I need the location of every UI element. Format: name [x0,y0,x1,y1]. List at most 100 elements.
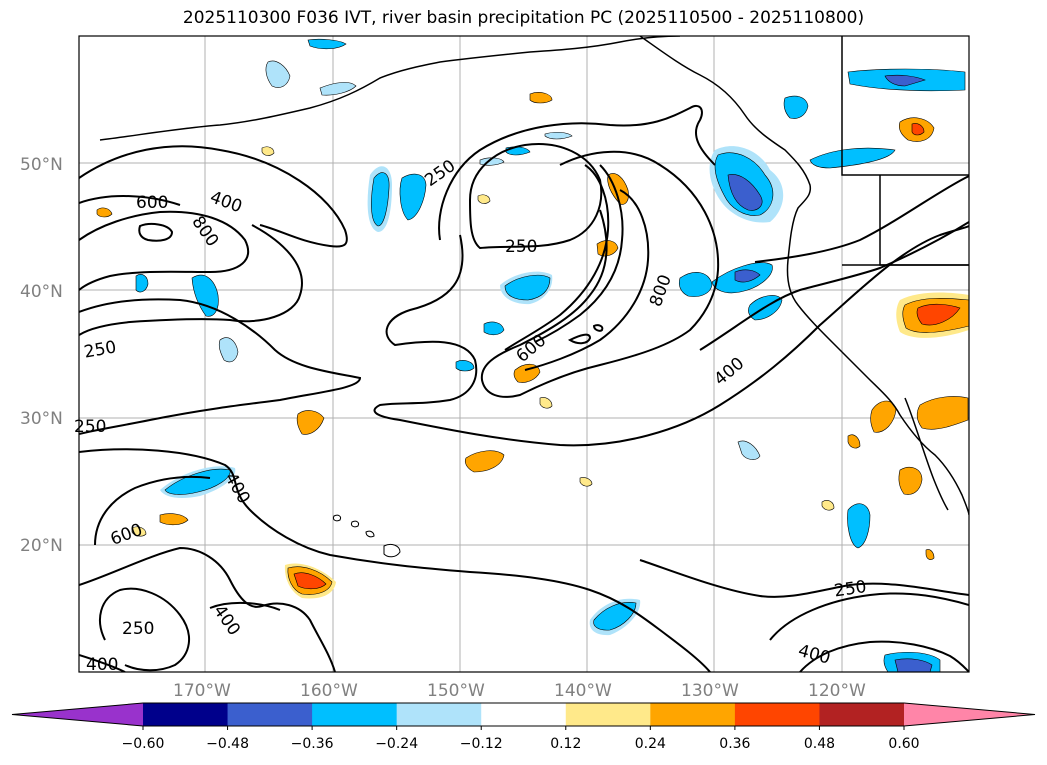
colorbar-tick-label: −0.24 [375,736,418,752]
contour-label: 250 [83,337,118,362]
precip-patch [884,74,926,87]
precip-patch [593,602,637,631]
contour-label-group: 600 400 800 250 250 250 250 600 800 400 … [74,156,868,675]
precip-patch [265,60,291,88]
precip-patch [296,410,325,435]
precip-patch [399,173,427,221]
precip-patch [925,549,935,560]
precip-patch [135,274,149,293]
coastlines [99,36,969,516]
contour-label: 800 [646,272,676,309]
lon-label: 140°W [554,681,612,701]
precip-patch [916,303,961,326]
colorbar-tick-label: −0.48 [206,736,249,752]
colorbar-tick-label: −0.36 [291,736,334,752]
lat-label: 40°N [20,282,63,302]
precip-patch [911,123,925,136]
precip-patch [809,147,896,169]
precip-patch [539,397,553,409]
colorbar-tick-label: −0.60 [122,736,165,752]
precip-patch [455,360,475,372]
precip-patch [513,363,541,383]
precip-patch [159,513,189,526]
contour-label: 800 [187,213,222,251]
precip-patch [504,274,551,301]
precip-patch [847,503,871,549]
contour-label: 400 [711,354,749,390]
colorbar-tick-label: 0.48 [804,736,835,752]
precip-pc-shading [96,38,969,672]
precip-patch [293,572,327,590]
lon-axis: 170°W 160°W 150°W 140°W 130°W 120°W [173,681,866,701]
precip-patch [191,274,219,317]
colorbar-bin [481,703,567,726]
contour-label: 400 [207,187,244,217]
precip-patch [737,440,761,460]
precip-patch [579,477,593,487]
colorbar-tick-label: −0.12 [460,736,503,752]
contour-label: 250 [122,619,154,639]
colorbar-tick-label: 0.24 [635,736,666,752]
colorbar-bin [819,703,905,726]
precip-patch [218,337,239,363]
contour-label: 600 [513,331,551,367]
contour-label: 600 [136,193,168,213]
colorbar-bin [734,703,820,726]
contour-label: 250 [74,417,106,437]
precip-patch [483,321,505,336]
colorbar-tick-label: 0.12 [550,736,581,752]
colorbar-bin [227,703,313,726]
precip-patch [371,172,390,227]
colorbar-bin [312,703,398,726]
lon-label: 120°W [808,681,866,701]
map-panel [79,36,969,672]
precip-patch [607,173,629,205]
precip-patch [783,95,809,119]
precip-patch [916,396,969,430]
lat-axis: 50°N 40°N 30°N 20°N [20,155,63,556]
contour-label: 250 [833,577,868,601]
hawaii-islands [333,514,401,558]
colorbar-bin [650,703,736,726]
precip-patch [477,194,491,204]
precip-patch [96,207,113,218]
precip-patch [529,92,553,104]
colorbar: −0.60 −0.48 −0.36 −0.24 −0.12 0.12 0.24 0.36 0.4… [11,702,1036,752]
ivt-contours [79,104,969,672]
contour-label: 400 [796,641,833,669]
precip-patch [734,269,761,283]
precip-patch [307,38,347,50]
colorbar-right-extension [904,703,1035,726]
precip-patch [870,400,897,433]
lon-label: 150°W [427,681,485,701]
precip-patch [894,658,933,672]
colorbar-bin [565,703,651,726]
lon-label: 160°W [300,681,358,701]
contour-label: 250 [421,156,459,191]
map-title: 2025110300 F036 IVT, river basin precipi… [182,8,865,28]
lat-label: 50°N [20,155,63,175]
colorbar-bin [396,703,482,726]
colorbar-tick-label: 0.36 [719,736,750,752]
precip-patch [898,467,923,495]
lat-label: 20°N [20,536,63,556]
precip-patch [727,174,763,211]
lat-label: 30°N [20,409,63,429]
precip-patch [164,468,231,495]
precip-patch [464,450,505,473]
contour-label: 250 [505,237,537,257]
precip-patch [319,82,357,96]
precip-patch [261,146,275,156]
precip-patch [821,500,835,511]
colorbar-tick-label: 0.60 [888,736,919,752]
colorbar-bin [143,703,229,726]
colorbar-left-extension [12,703,143,726]
precip-patch [678,272,713,297]
contour-label: 400 [86,655,118,675]
precip-patch [544,131,573,140]
lon-label: 130°W [681,681,739,701]
precip-patch [847,434,861,449]
map-frame [78,35,970,673]
lon-label: 170°W [173,681,231,701]
